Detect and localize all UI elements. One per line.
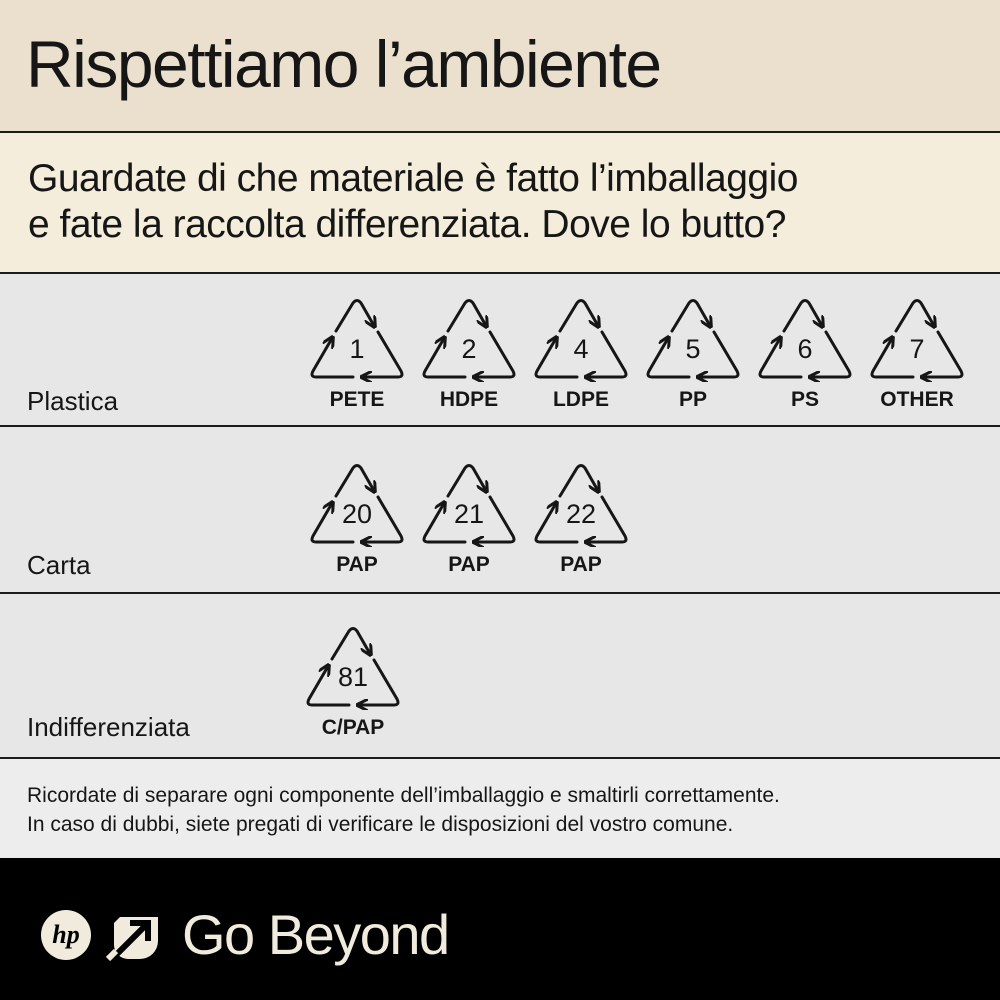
material-code: C/PAP [321, 716, 385, 739]
recycling-symbol-22: 22 PAP [526, 463, 636, 577]
material-code: PAP [560, 553, 602, 576]
symbol-number: 4 [573, 334, 588, 364]
material-code: PETE [329, 388, 385, 411]
recycling-symbol-5: 5 PP [638, 298, 748, 412]
symbol-number: 20 [342, 499, 372, 529]
category-label: Carta [27, 550, 91, 580]
note-section: Ricordate di separare ogni componente de… [0, 759, 1000, 858]
recycling-symbol-21: 21 PAP [414, 463, 524, 577]
symbol-number: 2 [461, 334, 476, 364]
material-code: PAP [448, 553, 490, 576]
hp-logo-text: hp [52, 920, 79, 949]
recycle-triangle-icon: 81 [306, 627, 400, 710]
category-label: Plastica [27, 386, 119, 416]
symbol-number: 81 [338, 662, 368, 692]
material-code: HDPE [439, 388, 499, 411]
header: Rispettiamo l’ambiente [0, 0, 1000, 133]
recycle-triangle-icon: 22 [534, 464, 628, 547]
material-code: PP [678, 388, 707, 411]
recycle-triangle-icon: 21 [422, 464, 516, 547]
recycle-triangle-icon: 4 [534, 299, 628, 382]
recycling-symbol-1: 1 PETE [302, 298, 412, 412]
subtitle-line-1: Guardate di che materiale è fatto l’imba… [28, 157, 798, 200]
page-title: Rispettiamo l’ambiente [26, 27, 662, 101]
subtitle-section: Guardate di che materiale è fatto l’imba… [0, 133, 1000, 274]
recycle-triangle-icon: 7 [870, 299, 964, 382]
material-code: PS [790, 388, 819, 411]
material-code: OTHER [880, 388, 954, 411]
recycling-symbol-6: 6 PS [750, 298, 860, 412]
footer: hp Go Beyond [0, 858, 1000, 1000]
recycling-symbol-20: 20 PAP [302, 463, 412, 577]
arrow-leaf-icon [106, 916, 158, 963]
recycle-triangle-icon: 6 [758, 299, 852, 382]
note: Ricordate di separare ogni componente de… [27, 781, 780, 839]
category-row-plastica: Plastica 1 PETE 2 HDPE 4 [0, 274, 1000, 427]
recycling-symbol-7: 7 OTHER [862, 298, 972, 412]
category-row-carta: Carta 20 PAP 21 PAP 22 PA [0, 427, 1000, 594]
recycle-triangle-icon: 1 [310, 299, 404, 382]
hp-logo-icon: hp [41, 909, 91, 960]
tagline: Go Beyond [182, 903, 450, 966]
brand: hp Go Beyond [40, 902, 450, 967]
recycle-triangle-icon: 2 [422, 299, 516, 382]
material-code: PAP [336, 553, 378, 576]
subtitle-line-2: e fate la raccolta differenziata. Dove l… [28, 203, 786, 246]
recycling-symbol-4: 4 LDPE [526, 298, 636, 412]
subtitle: Guardate di che materiale è fatto l’imba… [28, 156, 798, 248]
recycle-triangle-icon: 20 [310, 464, 404, 547]
symbol-number: 5 [685, 334, 700, 364]
recycle-triangle-icon: 5 [646, 299, 740, 382]
note-line-1: Ricordate di separare ogni componente de… [27, 784, 780, 807]
symbol-number: 21 [454, 499, 484, 529]
material-code: LDPE [552, 388, 609, 411]
recycling-symbol-2: 2 HDPE [414, 298, 524, 412]
symbol-number: 1 [349, 334, 364, 364]
symbol-number: 7 [909, 334, 924, 364]
note-line-2: In caso di dubbi, siete pregati di verif… [27, 813, 734, 836]
category-row-indifferenziata: Indifferenziata 81 C/PAP [0, 594, 1000, 759]
symbol-number: 22 [566, 499, 596, 529]
symbol-number: 6 [797, 334, 812, 364]
recycling-symbol-81: 81 C/PAP [298, 626, 408, 740]
category-label: Indifferenziata [27, 712, 190, 742]
